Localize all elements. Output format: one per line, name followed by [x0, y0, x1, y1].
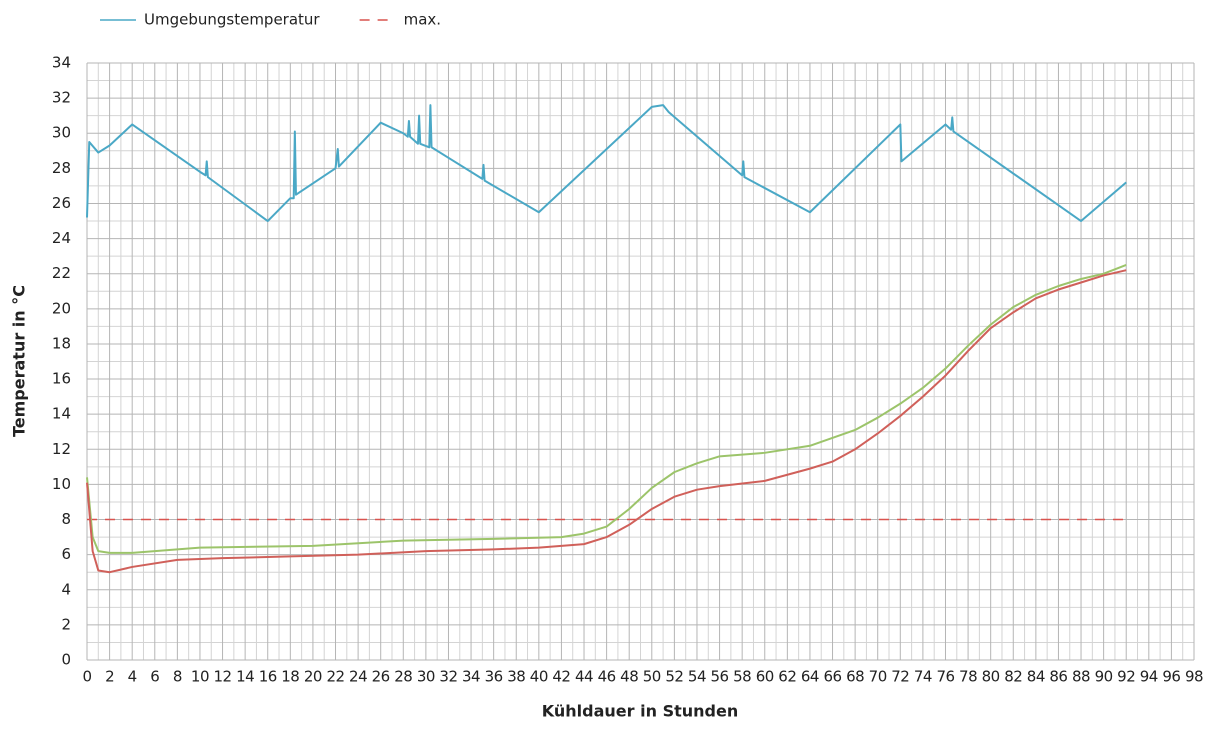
x-tick-label: 64: [801, 668, 819, 686]
y-tick-label: 10: [52, 475, 71, 493]
x-tick-label: 32: [439, 668, 457, 686]
x-tick-label: 40: [530, 668, 548, 686]
x-tick-label: 20: [304, 668, 322, 686]
x-tick-label: 72: [891, 668, 909, 686]
x-tick-label: 58: [733, 668, 751, 686]
x-tick-label: 76: [936, 668, 954, 686]
x-tick-label: 4: [128, 668, 137, 686]
y-tick-label: 2: [61, 615, 71, 633]
x-tick-label: 48: [620, 668, 638, 686]
x-tick-label: 54: [688, 668, 706, 686]
x-tick-label: 10: [191, 668, 209, 686]
legend-label: Umgebungstemperatur: [144, 11, 320, 29]
y-tick-label: 14: [52, 405, 71, 423]
x-tick-label: 28: [394, 668, 412, 686]
y-tick-label: 32: [52, 89, 71, 107]
y-axis-title: Temperatur in °C: [10, 285, 29, 437]
x-tick-label: 62: [778, 668, 796, 686]
x-tick-label: 30: [417, 668, 435, 686]
x-tick-label: 26: [372, 668, 390, 686]
x-tick-label: 18: [281, 668, 299, 686]
y-tick-label: 8: [61, 510, 71, 528]
x-tick-label: 98: [1185, 668, 1203, 686]
y-tick-label: 30: [52, 124, 71, 142]
x-tick-label: 36: [485, 668, 503, 686]
x-tick-label: 2: [105, 668, 114, 686]
x-tick-label: 80: [982, 668, 1000, 686]
y-tick-label: 12: [52, 440, 71, 458]
x-tick-label: 84: [1027, 668, 1045, 686]
y-tick-label: 6: [61, 545, 71, 563]
x-tick-label: 12: [214, 668, 232, 686]
x-tick-label: 68: [846, 668, 864, 686]
x-tick-label: 86: [1049, 668, 1067, 686]
y-tick-label: 20: [52, 299, 71, 317]
y-tick-label: 18: [52, 334, 71, 352]
x-tick-label: 44: [575, 668, 593, 686]
x-axis-title: Kühldauer in Stunden: [542, 702, 738, 721]
y-tick-label: 4: [61, 580, 71, 598]
y-tick-label: 34: [52, 54, 71, 72]
x-tick-label: 66: [823, 668, 841, 686]
x-tick-label: 0: [82, 668, 91, 686]
x-tick-label: 6: [150, 668, 159, 686]
y-tick-label: 22: [52, 264, 71, 282]
x-tick-label: 42: [552, 668, 570, 686]
y-tick-label: 28: [52, 159, 71, 177]
x-tick-label: 24: [349, 668, 367, 686]
x-tick-label: 82: [1004, 668, 1022, 686]
x-tick-label: 38: [507, 668, 525, 686]
x-tick-label: 8: [173, 668, 182, 686]
y-tick-label: 0: [61, 651, 71, 669]
x-tick-label: 96: [1162, 668, 1180, 686]
x-tick-label: 46: [598, 668, 616, 686]
x-tick-label: 90: [1095, 668, 1113, 686]
series-line: [86, 263, 1127, 554]
x-tick-label: 50: [643, 668, 661, 686]
x-tick-label: 52: [665, 668, 683, 686]
x-tick-label: 78: [959, 668, 977, 686]
x-tick-label: 88: [1072, 668, 1090, 686]
x-tick-label: 14: [236, 668, 254, 686]
x-tick-label: 16: [259, 668, 277, 686]
x-tick-label: 60: [756, 668, 774, 686]
x-tick-label: 70: [869, 668, 887, 686]
x-tick-label: 74: [914, 668, 932, 686]
x-tick-label: 22: [326, 668, 344, 686]
series-line: [86, 104, 1127, 223]
legend-label: max.: [404, 11, 441, 29]
y-tick-label: 26: [52, 194, 71, 212]
x-tick-label: 56: [711, 668, 729, 686]
x-tick-label: 94: [1140, 668, 1158, 686]
x-tick-label: 92: [1117, 668, 1135, 686]
x-tick-label: 34: [462, 668, 480, 686]
series-line: [86, 269, 1127, 574]
y-tick-label: 16: [52, 370, 71, 388]
y-tick-label: 24: [52, 229, 71, 247]
